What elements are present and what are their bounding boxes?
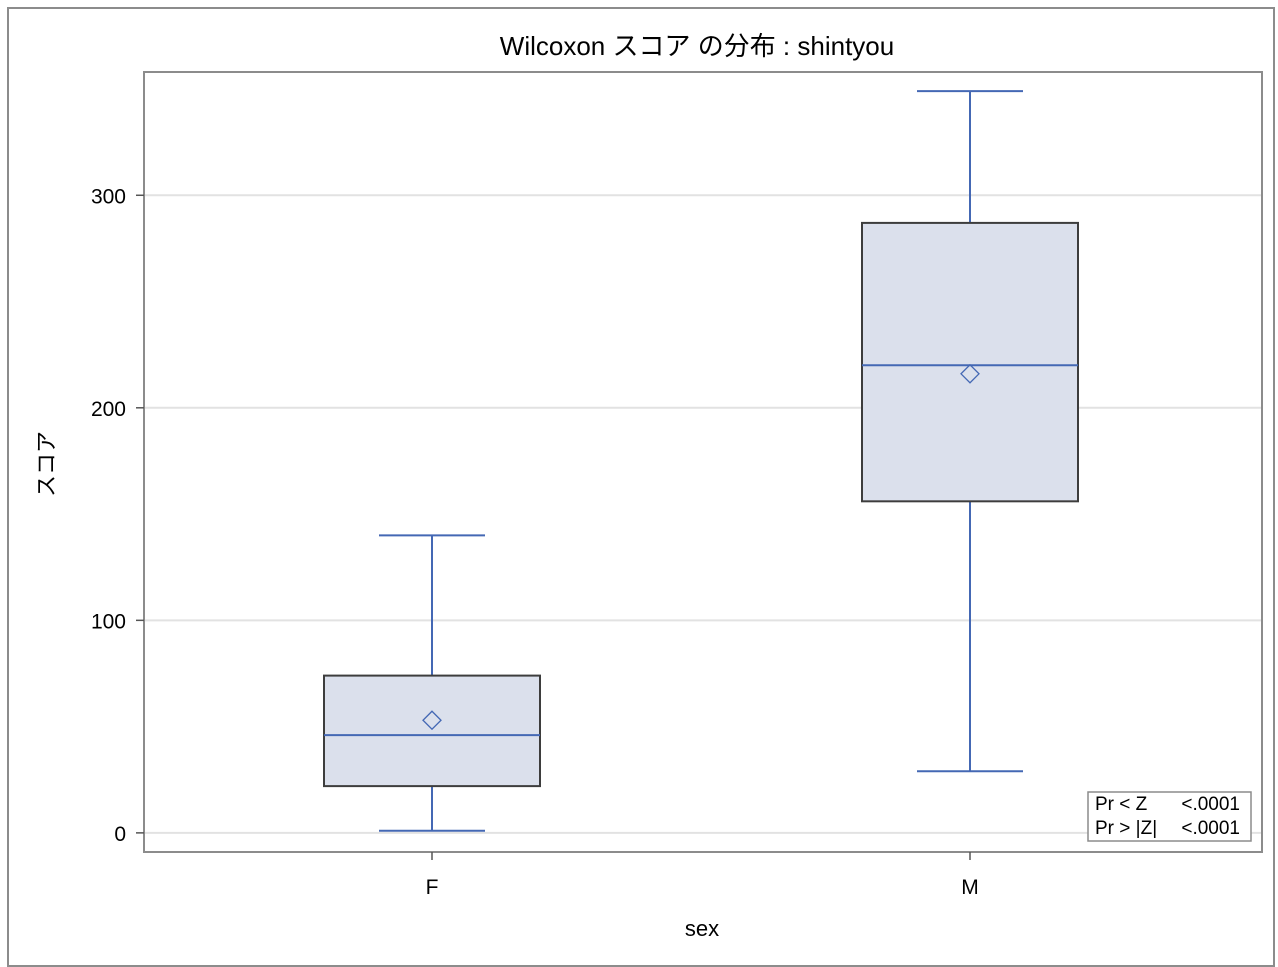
- chart-title: Wilcoxon スコア の分布 : shintyou: [500, 31, 894, 61]
- stats-inset-table: Pr < Z <.0001 Pr > |Z| <.0001: [1087, 791, 1252, 842]
- box-iqr: [861, 221, 1079, 503]
- inset-row-value: <.0001: [1181, 818, 1240, 839]
- plot-area-border: [143, 71, 1263, 853]
- mean-marker: [422, 710, 442, 731]
- box-group-m: [861, 90, 1079, 773]
- box-iqr: [323, 674, 541, 788]
- y-tick-label: 200: [91, 398, 126, 421]
- inset-row-value: <.0001: [1181, 794, 1240, 815]
- y-tick-label: 0: [114, 823, 126, 846]
- box-group-f: [323, 534, 541, 832]
- y-axis-ticks: 0 100 200 300: [91, 185, 144, 846]
- box-series: [323, 90, 1079, 832]
- grid-lines: [144, 194, 1262, 834]
- inset-border: [1087, 791, 1252, 842]
- mean-marker: [960, 363, 980, 384]
- y-tick-label: 300: [91, 185, 126, 208]
- y-axis-label: スコア: [34, 431, 59, 497]
- x-tick-label: F: [426, 876, 439, 899]
- y-tick-label: 100: [91, 610, 126, 633]
- inset-row-label: Pr < Z: [1095, 794, 1148, 815]
- inset-row-label: Pr > |Z|: [1095, 818, 1157, 839]
- x-axis-label: sex: [685, 916, 719, 941]
- x-tick-label: M: [961, 876, 979, 899]
